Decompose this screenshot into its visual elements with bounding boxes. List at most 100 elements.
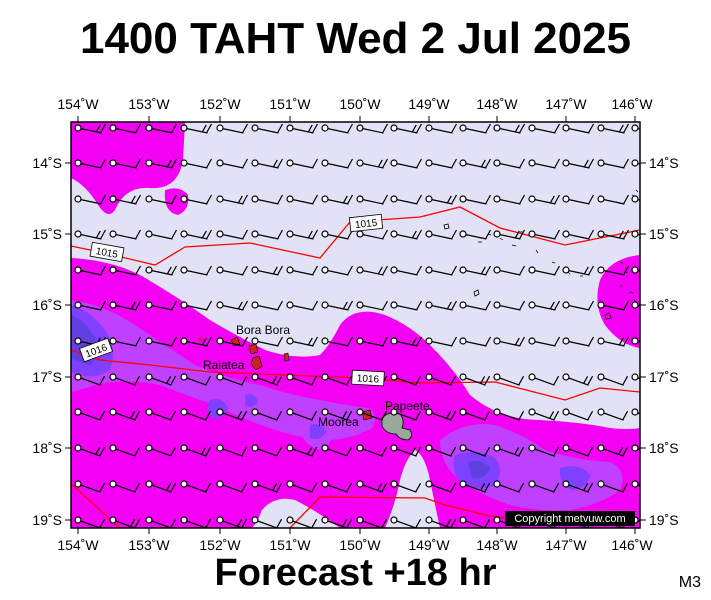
wind-barb — [597, 265, 630, 276]
svg-text:1015: 1015 — [355, 218, 379, 231]
wind-barb — [180, 158, 213, 169]
wind-barb — [216, 194, 249, 205]
copyright-box — [505, 511, 635, 526]
wind-barb — [109, 516, 141, 528]
wind-barb — [425, 373, 457, 386]
wind-barb — [459, 408, 491, 421]
wind-barb — [562, 194, 595, 205]
wind-barb — [356, 516, 388, 528]
wind-barb — [74, 229, 107, 240]
rain-area — [597, 255, 640, 348]
lat-label-right: 14˚S — [649, 155, 679, 171]
wind-barb — [562, 300, 595, 311]
lon-label-bottom: 149˚W — [408, 537, 450, 553]
wind-barb — [631, 159, 640, 167]
wind-barb — [145, 194, 178, 205]
wind-barb — [109, 123, 142, 134]
wind-barb — [251, 373, 283, 386]
chart-title: 1400 TAHT Wed 2 Jul 2025 — [79, 14, 632, 63]
wind-barb — [321, 194, 354, 205]
wind-barb — [631, 266, 640, 274]
wind-barb — [390, 516, 422, 528]
wind-barb — [286, 265, 319, 276]
rain-area — [71, 122, 185, 214]
tick-marks — [65, 116, 646, 534]
wind-barb — [286, 123, 319, 134]
isobar-line — [289, 496, 521, 528]
wind-barb — [74, 300, 107, 311]
wind-barb — [390, 265, 423, 276]
wind-barb — [321, 265, 354, 276]
lon-label-top: 149˚W — [408, 96, 450, 112]
wind-barb — [631, 480, 640, 488]
wind-barb — [74, 444, 106, 457]
model-code: M3 — [678, 574, 701, 591]
wind-barb — [597, 194, 630, 205]
lat-label-right: 19˚S — [649, 512, 679, 528]
wind-barb — [251, 265, 284, 276]
wind-barb — [390, 336, 423, 347]
wind-barb — [597, 123, 630, 134]
wind-barb — [597, 336, 630, 347]
wind-barb — [74, 194, 107, 205]
lon-label-top: 148˚W — [476, 96, 518, 112]
lon-label-bottom: 146˚W — [611, 537, 653, 553]
wind-barb — [631, 124, 640, 132]
rain-area — [310, 424, 326, 440]
wind-barb — [216, 229, 249, 240]
lon-label-bottom: 153˚W — [128, 537, 170, 553]
island-raiatea — [250, 355, 263, 371]
wind-barb — [562, 373, 594, 386]
wind-barb — [251, 516, 283, 528]
wind-barb — [74, 373, 106, 386]
wind-barb — [286, 336, 319, 347]
wind-barb — [286, 229, 319, 240]
wind-barb — [109, 158, 142, 169]
wind-barb — [251, 123, 284, 134]
isobar-label: 1016 — [351, 369, 385, 387]
wind-barb — [321, 373, 353, 386]
wind-barb — [286, 444, 318, 457]
wind-barb — [251, 229, 284, 240]
wind-barb — [180, 265, 213, 276]
wind-barb — [145, 373, 177, 386]
wind-barb — [597, 229, 630, 240]
wind-barb — [321, 516, 353, 528]
wind-barb — [562, 480, 594, 493]
wind-barb — [425, 516, 457, 528]
wind-barb — [425, 123, 458, 134]
wind-barb — [251, 408, 283, 421]
island-tahaa — [248, 343, 259, 355]
wind-barb — [425, 408, 457, 421]
lat-label-left: 19˚S — [32, 512, 62, 528]
wind-barb — [390, 300, 423, 311]
wind-barb — [390, 123, 423, 134]
lat-label-right: 16˚S — [649, 297, 679, 313]
wind-barb — [562, 336, 595, 347]
lon-label-bottom: 147˚W — [545, 537, 587, 553]
wind-barb — [145, 229, 178, 240]
wind-barb — [216, 444, 248, 457]
isobar-label: 1015 — [348, 213, 384, 233]
wind-barb — [425, 265, 458, 276]
wind-barb — [493, 480, 525, 493]
wind-barb — [286, 408, 318, 421]
wind-barb — [459, 229, 492, 240]
wind-barbs — [74, 123, 640, 528]
copyright-text[interactable]: Copyright metvuw.com — [514, 513, 625, 525]
wind-barb — [145, 300, 178, 311]
lon-label-top: 147˚W — [545, 96, 587, 112]
svg-text:1016: 1016 — [357, 373, 380, 385]
wind-barb — [356, 480, 388, 493]
lon-label-top: 151˚W — [269, 96, 311, 112]
wind-barb — [180, 194, 213, 205]
rain-layer — [71, 122, 640, 528]
wind-barb — [528, 444, 560, 457]
lon-label-bottom: 151˚W — [269, 537, 311, 553]
wind-barb — [109, 300, 142, 311]
wind-barb — [321, 123, 354, 134]
wind-barb — [180, 336, 213, 347]
wind-barb — [180, 300, 213, 311]
wind-barb — [493, 444, 525, 457]
